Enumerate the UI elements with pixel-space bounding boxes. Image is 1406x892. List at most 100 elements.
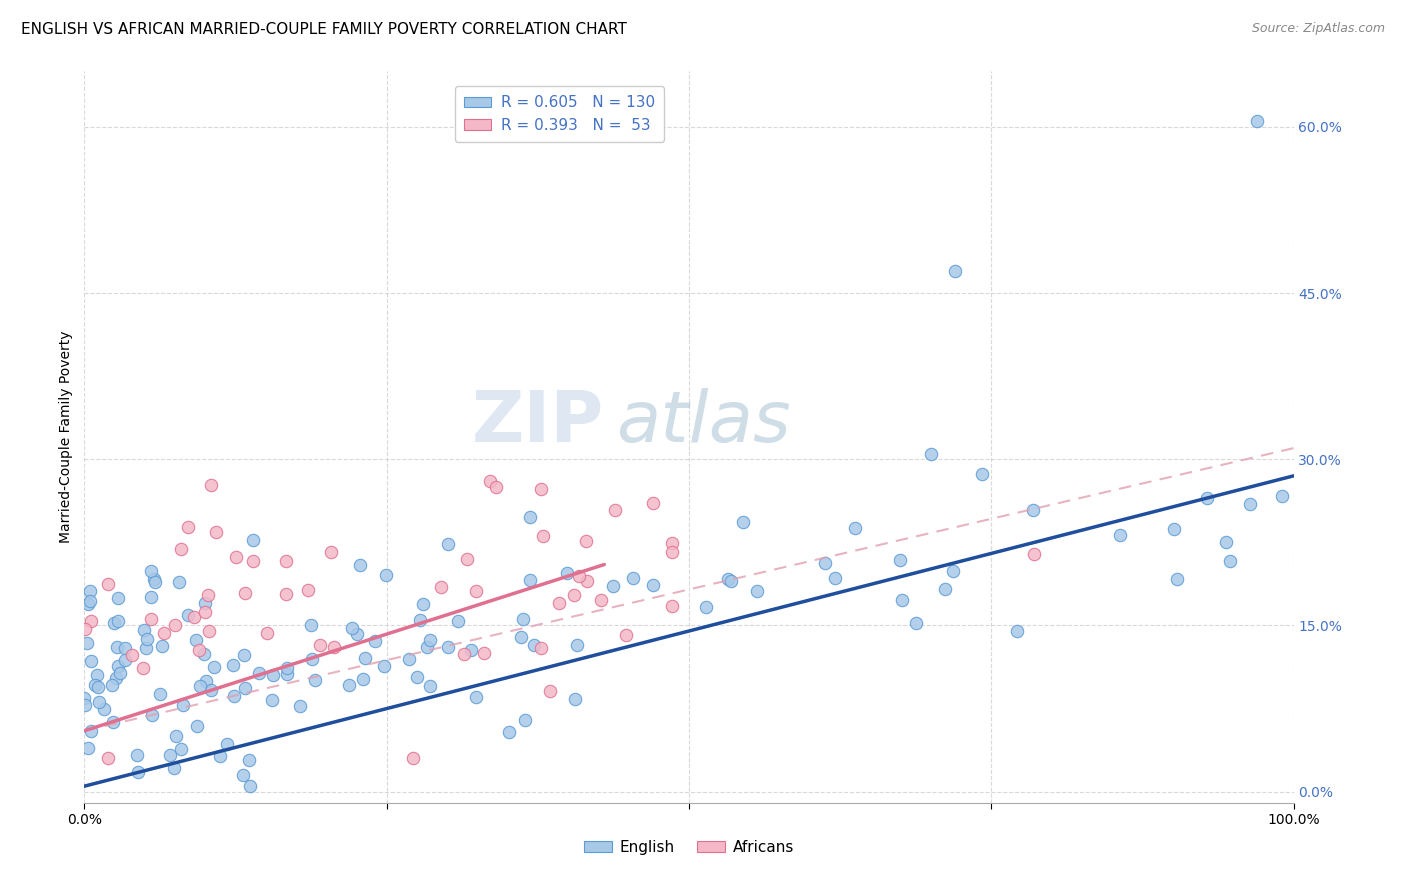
Point [824, 571, 846, 585]
Point [562, 588, 585, 602]
Point [202, 660, 225, 674]
Point [177, 608, 200, 623]
Point [416, 640, 439, 654]
Point [375, 567, 398, 582]
Point [942, 565, 965, 579]
Point [661, 599, 683, 613]
Point [323, 640, 346, 654]
Point [125, 748, 148, 763]
Point [519, 573, 541, 587]
Point [301, 651, 323, 665]
Point [661, 536, 683, 550]
Point [575, 533, 598, 548]
Point [661, 545, 683, 559]
Point [97, 577, 120, 591]
Point [934, 582, 956, 597]
Point [127, 764, 149, 779]
Point [200, 682, 222, 697]
Point [79, 584, 101, 599]
Point [274, 553, 297, 567]
Point [603, 502, 626, 516]
Point [239, 779, 262, 793]
Point [479, 475, 502, 489]
Legend: English, Africans: English, Africans [578, 834, 800, 861]
Point [436, 537, 458, 551]
Point [170, 741, 193, 756]
Point [170, 541, 193, 556]
Point [86, 668, 108, 682]
Point [83, 677, 105, 691]
Point [135, 641, 157, 656]
Text: ENGLISH VS AFRICAN MARRIED-COUPLE FAMILY POVERTY CORRELATION CHART: ENGLISH VS AFRICAN MARRIED-COUPLE FAMILY… [21, 22, 627, 37]
Point [1022, 503, 1045, 517]
Point [1005, 624, 1028, 639]
Point [103, 615, 125, 630]
Point [76, 636, 98, 650]
Point [198, 624, 221, 639]
Text: atlas: atlas [616, 388, 792, 457]
Point [165, 617, 187, 632]
Point [512, 612, 534, 626]
Point [464, 690, 486, 705]
Point [132, 624, 155, 638]
Point [150, 639, 173, 653]
Point [107, 659, 129, 673]
Point [131, 661, 153, 675]
Point [183, 610, 205, 624]
Point [153, 626, 176, 640]
Point [208, 748, 231, 763]
Point [405, 671, 427, 685]
Point [720, 574, 742, 588]
Point [276, 666, 298, 681]
Point [1108, 528, 1130, 542]
Point [149, 687, 172, 701]
Point [970, 467, 993, 482]
Point [460, 643, 482, 657]
Point [262, 693, 284, 707]
Point [141, 708, 163, 723]
Point [186, 719, 208, 733]
Point [538, 683, 561, 698]
Point [412, 597, 434, 611]
Point [105, 640, 128, 654]
Point [232, 768, 254, 782]
Point [77, 597, 100, 611]
Point [97, 751, 120, 765]
Point [920, 447, 942, 461]
Point [222, 657, 245, 672]
Point [352, 672, 374, 686]
Point [409, 613, 432, 627]
Point [262, 667, 284, 681]
Point [346, 626, 368, 640]
Point [498, 725, 520, 739]
Point [530, 641, 553, 656]
Point [217, 737, 239, 751]
Point [621, 571, 644, 585]
Point [340, 621, 363, 635]
Point [1219, 553, 1241, 567]
Text: Source: ZipAtlas.com: Source: ZipAtlas.com [1251, 22, 1385, 36]
Point [349, 558, 371, 573]
Point [745, 583, 768, 598]
Point [485, 480, 508, 494]
Point [193, 648, 215, 662]
Point [256, 626, 278, 640]
Point [568, 569, 591, 583]
Point [187, 643, 209, 657]
Point [419, 632, 441, 647]
Point [143, 575, 166, 590]
Point [73, 690, 96, 705]
Point [225, 549, 247, 564]
Point [1197, 491, 1219, 505]
Point [121, 648, 143, 663]
Point [530, 482, 553, 496]
Point [548, 596, 571, 610]
Point [159, 748, 181, 763]
Point [564, 692, 586, 706]
Point [288, 698, 311, 713]
Point [200, 478, 222, 492]
Point [309, 639, 332, 653]
Point [1163, 522, 1185, 536]
Point [79, 615, 101, 629]
Point [101, 678, 124, 692]
